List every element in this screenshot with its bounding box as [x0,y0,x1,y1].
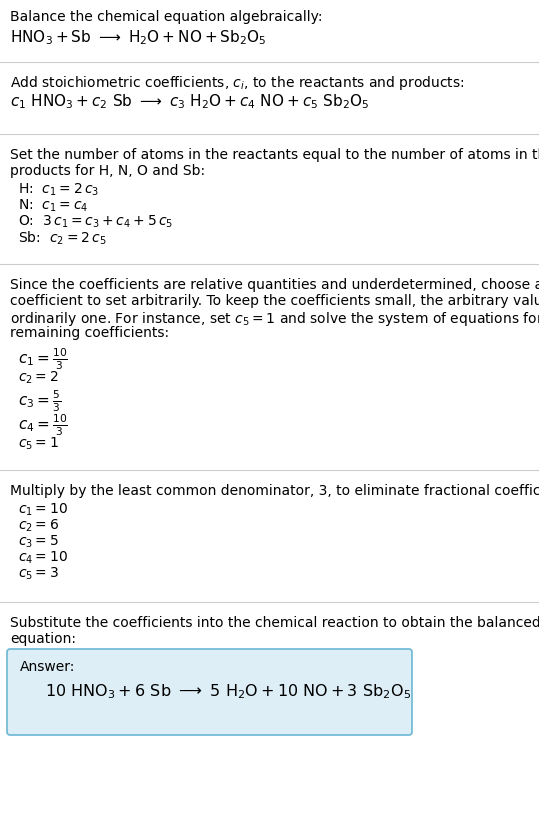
Text: $\mathrm{10\ HNO_3 + 6\ Sb \ \longrightarrow \ 5\ H_2O + 10\ NO + 3\ Sb_2O_5}$: $\mathrm{10\ HNO_3 + 6\ Sb \ \longrighta… [45,682,411,701]
Text: coefficient to set arbitrarily. To keep the coefficients small, the arbitrary va: coefficient to set arbitrarily. To keep … [10,294,539,308]
Text: N:  $c_1 = c_4$: N: $c_1 = c_4$ [18,198,88,214]
Text: Answer:: Answer: [20,660,75,674]
Text: $c_4 = \frac{10}{3}$: $c_4 = \frac{10}{3}$ [18,412,68,437]
Text: $c_5 = 1$: $c_5 = 1$ [18,436,59,452]
Text: O:  $3\,c_1 = c_3 + c_4 + 5\,c_5$: O: $3\,c_1 = c_3 + c_4 + 5\,c_5$ [18,214,174,231]
Text: $c_3 = \frac{5}{3}$: $c_3 = \frac{5}{3}$ [18,388,61,413]
Text: Multiply by the least common denominator, 3, to eliminate fractional coefficient: Multiply by the least common denominator… [10,484,539,498]
Text: $c_1 = \frac{10}{3}$: $c_1 = \frac{10}{3}$ [18,346,68,372]
Text: $c_2 = 2$: $c_2 = 2$ [18,370,59,387]
Text: $c_4 = 10$: $c_4 = 10$ [18,550,68,566]
FancyBboxPatch shape [7,649,412,735]
Text: equation:: equation: [10,632,76,646]
Text: $c_3 = 5$: $c_3 = 5$ [18,534,59,550]
Text: Substitute the coefficients into the chemical reaction to obtain the balanced: Substitute the coefficients into the che… [10,616,539,630]
Text: Set the number of atoms in the reactants equal to the number of atoms in the: Set the number of atoms in the reactants… [10,148,539,162]
Text: products for H, N, O and Sb:: products for H, N, O and Sb: [10,164,205,178]
Text: Since the coefficients are relative quantities and underdetermined, choose a: Since the coefficients are relative quan… [10,278,539,292]
Text: $c_1 = 10$: $c_1 = 10$ [18,502,68,519]
Text: ordinarily one. For instance, set $c_5 = 1$ and solve the system of equations fo: ordinarily one. For instance, set $c_5 =… [10,310,539,328]
Text: Balance the chemical equation algebraically:: Balance the chemical equation algebraica… [10,10,322,24]
Text: $c_5 = 3$: $c_5 = 3$ [18,566,59,583]
Text: $\mathrm{HNO_3 + Sb \ \longrightarrow \ H_2O + NO + Sb_2O_5}$: $\mathrm{HNO_3 + Sb \ \longrightarrow \ … [10,28,266,46]
Text: $c_1\ \mathrm{HNO_3} + c_2\ \mathrm{Sb} \ \longrightarrow \ c_3\ \mathrm{H_2O} +: $c_1\ \mathrm{HNO_3} + c_2\ \mathrm{Sb} … [10,92,369,110]
Text: H:  $c_1 = 2\,c_3$: H: $c_1 = 2\,c_3$ [18,182,99,198]
Text: Sb:  $c_2 = 2\,c_5$: Sb: $c_2 = 2\,c_5$ [18,230,107,247]
Text: Add stoichiometric coefficients, $c_i$, to the reactants and products:: Add stoichiometric coefficients, $c_i$, … [10,74,465,92]
Text: remaining coefficients:: remaining coefficients: [10,326,169,340]
Text: $c_2 = 6$: $c_2 = 6$ [18,518,59,535]
